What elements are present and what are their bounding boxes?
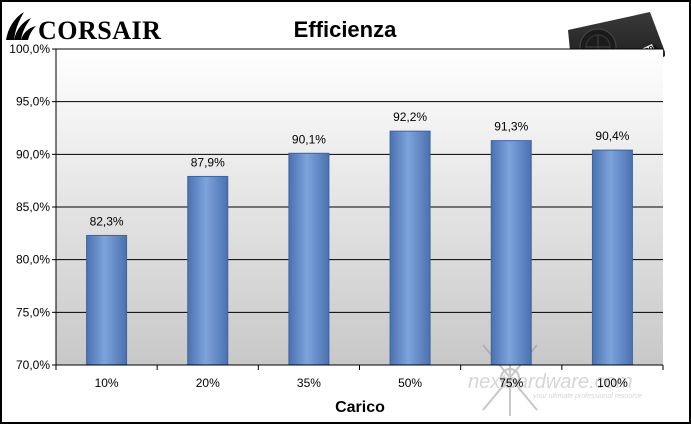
y-axis-labels: 70,0% 75,0% 80,0% 85,0% 90,0% 95,0% 100,0% — [9, 42, 56, 372]
y-tick-label: 85,0% — [16, 200, 50, 214]
x-axis-title: Carico — [335, 399, 385, 416]
bars — [86, 130, 633, 366]
x-tick-label: 10% — [95, 376, 119, 390]
x-tick-label: 20% — [196, 376, 220, 390]
x-tick-label: 35% — [297, 376, 321, 390]
y-tick-label: 75,0% — [16, 305, 50, 319]
y-tick-label: 95,0% — [16, 95, 50, 109]
data-labels: 82,3% 87,9% 90,1% 92,2% 91,3% 90,4% — [90, 110, 630, 228]
watermark-tagline: your ultimate professional resource — [532, 393, 642, 400]
bar — [389, 130, 431, 366]
y-tick-label: 90,0% — [16, 147, 50, 161]
x-tick-label: 75% — [499, 376, 523, 390]
bar — [288, 152, 330, 366]
brand-name: CORSAIR — [38, 16, 161, 45]
bar-value-label: 90,1% — [292, 132, 326, 146]
x-axis-ticks — [55, 365, 664, 370]
corsair-logo: CORSAIR — [6, 12, 161, 45]
bar — [490, 140, 532, 366]
bar-value-label: 90,4% — [595, 129, 629, 143]
chart-title: Efficienza — [294, 17, 397, 42]
bar-value-label: 82,3% — [90, 214, 124, 228]
x-axis-labels: 10% 20% 35% 50% 75% 100% — [95, 376, 629, 390]
sail-icon — [6, 12, 36, 40]
x-tick-label: 50% — [398, 376, 422, 390]
y-tick-label: 100,0% — [9, 42, 50, 56]
gridlines — [56, 48, 663, 313]
bar — [591, 149, 633, 366]
bar-value-label: 87,9% — [191, 155, 225, 169]
bar-value-label: 92,2% — [393, 110, 427, 124]
bar — [86, 234, 128, 366]
x-tick-label: 100% — [597, 376, 628, 390]
bar-value-label: 91,3% — [494, 120, 528, 134]
nexthardware-watermark: nexthardware.com your ultimate professio… — [468, 340, 642, 416]
bar — [187, 175, 229, 366]
y-tick-label: 80,0% — [16, 253, 50, 267]
y-tick-label: 70,0% — [16, 358, 50, 372]
watermark-name: nexthardware.com — [468, 371, 633, 393]
